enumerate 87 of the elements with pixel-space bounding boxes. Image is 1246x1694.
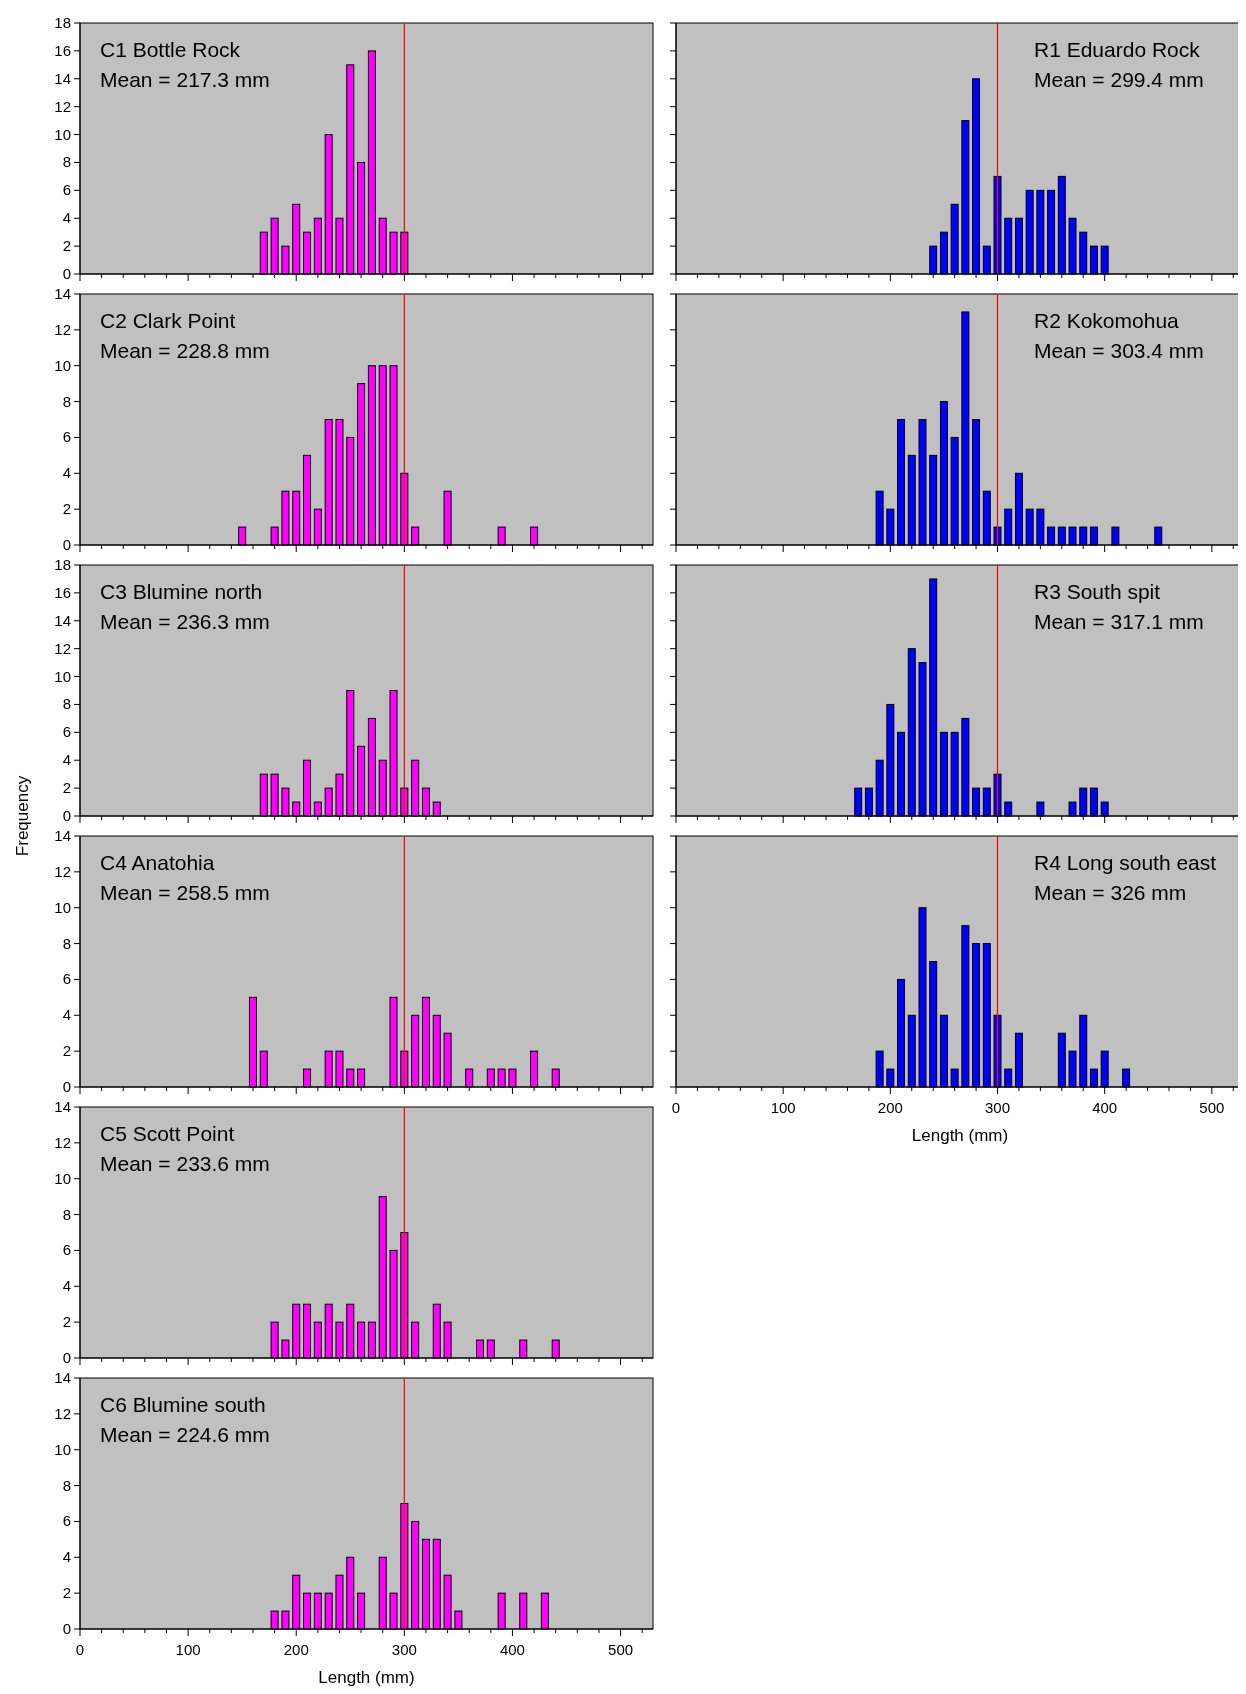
y-tick-label: 2 <box>62 500 71 518</box>
y-tick-label: 8 <box>62 153 71 171</box>
annotation: Mean = 224.6 mm <box>100 1423 270 1446</box>
y-tick-label: 8 <box>62 1476 71 1494</box>
text: C6 Blumine south <box>100 1393 266 1416</box>
text: C5 Scott Point <box>100 1122 235 1145</box>
y-tick-label: 4 <box>62 751 71 769</box>
y-tick-label: 0 <box>62 265 71 282</box>
y-tick-label: 2 <box>62 779 71 797</box>
y-tick-label: 6 <box>62 723 71 741</box>
y-tick-label: 18 <box>54 14 71 31</box>
y-tick-label: 18 <box>54 556 71 573</box>
y-tick-label: 8 <box>62 1205 71 1223</box>
y-tick-label: 10 <box>54 356 71 374</box>
y-tick-label: 6 <box>62 970 71 988</box>
y-tick-label: 14 <box>54 1369 71 1386</box>
x-tick-label: 500 <box>1199 1099 1225 1116</box>
x-tick-label: 0 <box>671 1099 681 1116</box>
y-tick-label: 0 <box>62 536 71 553</box>
y-tick-label: 6 <box>62 181 71 199</box>
y-tick-label: 4 <box>62 464 71 482</box>
y-tick-label: 12 <box>54 320 71 338</box>
y-tick-label: 10 <box>54 667 71 685</box>
y-tick-label: 0 <box>62 1078 71 1095</box>
y-tick-label: 14 <box>54 285 71 302</box>
y-tick-label: 10 <box>54 898 71 916</box>
text: R4 Long south east <box>1034 851 1217 874</box>
y-tick-label: 10 <box>54 1440 71 1458</box>
y-tick-label: 14 <box>54 611 71 629</box>
annotation: Mean = 233.6 mm <box>100 1152 270 1175</box>
y-tick-label: 14 <box>54 1098 71 1115</box>
x-axis-title: Length (mm) <box>318 1668 415 1687</box>
y-tick-label: 10 <box>54 1169 71 1187</box>
y-tick-label: 4 <box>62 1006 71 1024</box>
y-tick-label: 4 <box>62 209 71 227</box>
y-tick-label: 2 <box>62 1313 71 1331</box>
x-axis-title: Length (mm) <box>911 1126 1009 1145</box>
y-tick-label: 12 <box>54 862 71 880</box>
y-tick-label: 6 <box>62 428 71 446</box>
y-tick-label: 6 <box>62 1241 71 1259</box>
y-axis-title: Frequency <box>13 775 32 857</box>
y-tick-label: 12 <box>54 639 71 657</box>
y-tick-label: 16 <box>54 583 71 601</box>
y-tick-label: 8 <box>62 934 71 952</box>
y-tick-label: 4 <box>62 1548 71 1566</box>
text: C4 Anatohia <box>100 851 215 874</box>
y-tick-label: 2 <box>62 1584 71 1602</box>
text: R1 Eduardo Rock <box>1034 38 1201 61</box>
y-tick-label: 6 <box>62 1512 71 1530</box>
y-tick-label: 14 <box>54 827 71 844</box>
annotation: Mean = 228.8 mm <box>100 339 270 362</box>
annotation: Mean = 258.5 mm <box>100 881 270 904</box>
text: R3 South spit <box>1034 580 1161 603</box>
y-tick-label: 12 <box>54 97 71 115</box>
text: C1 Bottle Rock <box>100 38 241 61</box>
annotation: Mean = 317.1 mm <box>1034 610 1204 633</box>
annotation: Mean = 299.4 mm <box>1034 68 1204 91</box>
annotation: Mean = 303.4 mm <box>1034 339 1204 362</box>
x-tick-label: 100 <box>175 1641 201 1658</box>
y-tick-label: 12 <box>54 1133 71 1151</box>
x-tick-label: 200 <box>283 1641 309 1658</box>
y-tick-label: 16 <box>54 41 71 59</box>
x-tick-label: 300 <box>391 1641 417 1658</box>
y-tick-label: 8 <box>62 695 71 713</box>
y-tick-label: 4 <box>62 1277 71 1295</box>
annotation: Mean = 326 mm <box>1034 881 1187 904</box>
annotation: Mean = 217.3 mm <box>100 68 270 91</box>
x-tick-label: 500 <box>608 1641 634 1658</box>
x-tick-label: 200 <box>877 1099 903 1116</box>
x-tick-label: 0 <box>75 1641 85 1658</box>
y-tick-label: 0 <box>62 1620 71 1637</box>
y-tick-label: 2 <box>62 1042 71 1060</box>
x-tick-label: 400 <box>1092 1099 1118 1116</box>
y-tick-label: 8 <box>62 392 71 410</box>
text: C2 Clark Point <box>100 309 236 332</box>
y-tick-label: 10 <box>54 125 71 143</box>
text: C3 Blumine north <box>100 580 263 603</box>
text: R2 Kokomohua <box>1034 309 1180 332</box>
y-tick-label: 12 <box>54 1404 71 1422</box>
y-tick-label: 2 <box>62 237 71 255</box>
y-tick-label: 0 <box>62 1349 71 1366</box>
x-tick-label: 100 <box>770 1099 796 1116</box>
y-tick-label: 0 <box>62 807 71 824</box>
x-tick-label: 400 <box>499 1641 525 1658</box>
annotation: Mean = 236.3 mm <box>100 610 270 633</box>
x-tick-label: 300 <box>984 1099 1011 1116</box>
y-tick-label: 14 <box>54 69 71 87</box>
